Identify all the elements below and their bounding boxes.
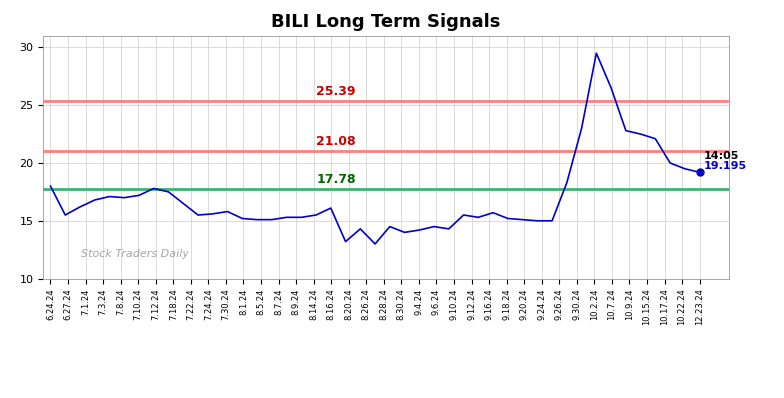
Text: Stock Traders Daily: Stock Traders Daily — [81, 249, 189, 259]
Text: 17.78: 17.78 — [316, 173, 356, 186]
Text: 14:05: 14:05 — [704, 151, 739, 161]
Text: 19.195: 19.195 — [704, 161, 747, 171]
Title: BILI Long Term Signals: BILI Long Term Signals — [271, 14, 501, 31]
Text: 25.39: 25.39 — [316, 85, 356, 98]
Text: 21.08: 21.08 — [316, 135, 356, 148]
